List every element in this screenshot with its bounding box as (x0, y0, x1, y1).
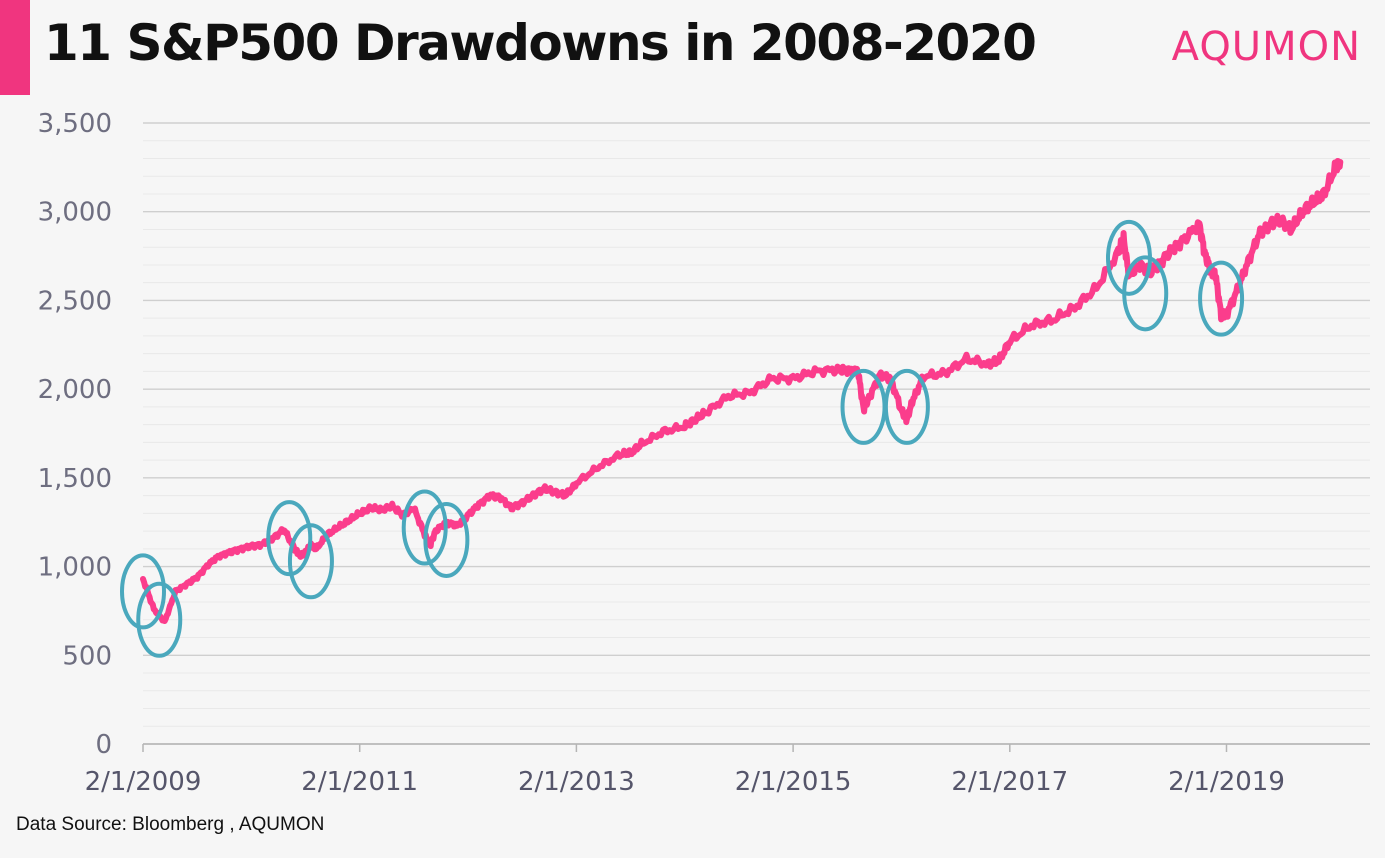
brand-logo: AQUMON (1171, 24, 1361, 70)
x-tick-label: 2/1/2009 (85, 767, 202, 797)
x-tick-label: 2/1/2019 (1168, 767, 1285, 797)
y-tick-label: 500 (62, 641, 112, 671)
drawdown-circle (287, 523, 334, 600)
y-tick-label: 0 (95, 730, 112, 760)
x-tick-label: 2/1/2011 (301, 767, 418, 797)
y-tick-label: 3,000 (38, 198, 112, 228)
x-tick-label: 2/1/2015 (735, 767, 852, 797)
chart-title: 11 S&P500 Drawdowns in 2008-2020 (44, 14, 1037, 72)
drawdown-circle (401, 489, 448, 566)
data-source-note: Data Source: Bloomberg , AQUMON (16, 814, 325, 835)
sp500-series-line (140, 158, 1344, 624)
drawdown-circle (1198, 260, 1245, 337)
y-tick-label: 2,500 (38, 286, 112, 316)
series-layer (140, 158, 1344, 624)
x-tick-label: 2/1/2013 (518, 767, 635, 797)
y-axis-ticks: 0 500 1,000 1,500 2,000 2,500 3,000 3,500 (38, 109, 112, 760)
x-axis-ticks: 2/1/2009 2/1/2011 2/1/2013 2/1/2015 2/1/2017… (85, 744, 1285, 797)
x-tick-label: 2/1/2017 (951, 767, 1068, 797)
drawdown-circle (120, 553, 166, 630)
y-tick-label: 3,500 (38, 109, 112, 139)
drawdown-circle (1122, 255, 1169, 332)
drawdown-circle (883, 368, 930, 445)
drawdown-circle (136, 581, 183, 658)
drawdown-circle (423, 501, 470, 578)
y-tick-label: 1,500 (38, 464, 112, 494)
y-tick-label: 2,000 (38, 375, 112, 405)
grid-lines (143, 122, 1370, 745)
y-tick-label: 1,000 (38, 553, 112, 583)
title-accent-bar (0, 0, 30, 95)
drawdown-annotations (120, 219, 1245, 658)
